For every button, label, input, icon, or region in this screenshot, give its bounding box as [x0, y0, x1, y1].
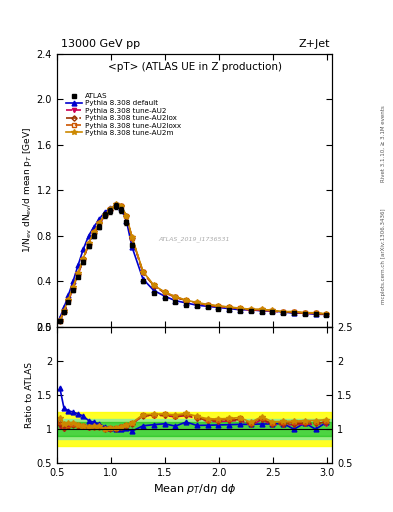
Y-axis label: 1/N$_{\rm ev}$ dN$_{\rm ev}$/d mean p$_T$ [GeV]: 1/N$_{\rm ev}$ dN$_{\rm ev}$/d mean p$_T…: [21, 127, 34, 253]
Text: 13000 GeV pp: 13000 GeV pp: [61, 38, 140, 49]
Text: mcplots.cern.ch [arXiv:1306.3436]: mcplots.cern.ch [arXiv:1306.3436]: [381, 208, 386, 304]
Text: ATLAS_2019_I1736531: ATLAS_2019_I1736531: [159, 237, 230, 242]
X-axis label: Mean $p_T$/d$\eta$ d$\phi$: Mean $p_T$/d$\eta$ d$\phi$: [153, 482, 236, 497]
Legend: ATLAS, Pythia 8.308 default, Pythia 8.308 tune-AU2, Pythia 8.308 tune-AU2lox, Py: ATLAS, Pythia 8.308 default, Pythia 8.30…: [63, 90, 184, 139]
Y-axis label: Ratio to ATLAS: Ratio to ATLAS: [25, 362, 34, 428]
Text: Rivet 3.1.10, ≥ 3.1M events: Rivet 3.1.10, ≥ 3.1M events: [381, 105, 386, 182]
Text: <pT> (ATLAS UE in Z production): <pT> (ATLAS UE in Z production): [108, 62, 281, 72]
Text: Z+Jet: Z+Jet: [299, 38, 330, 49]
